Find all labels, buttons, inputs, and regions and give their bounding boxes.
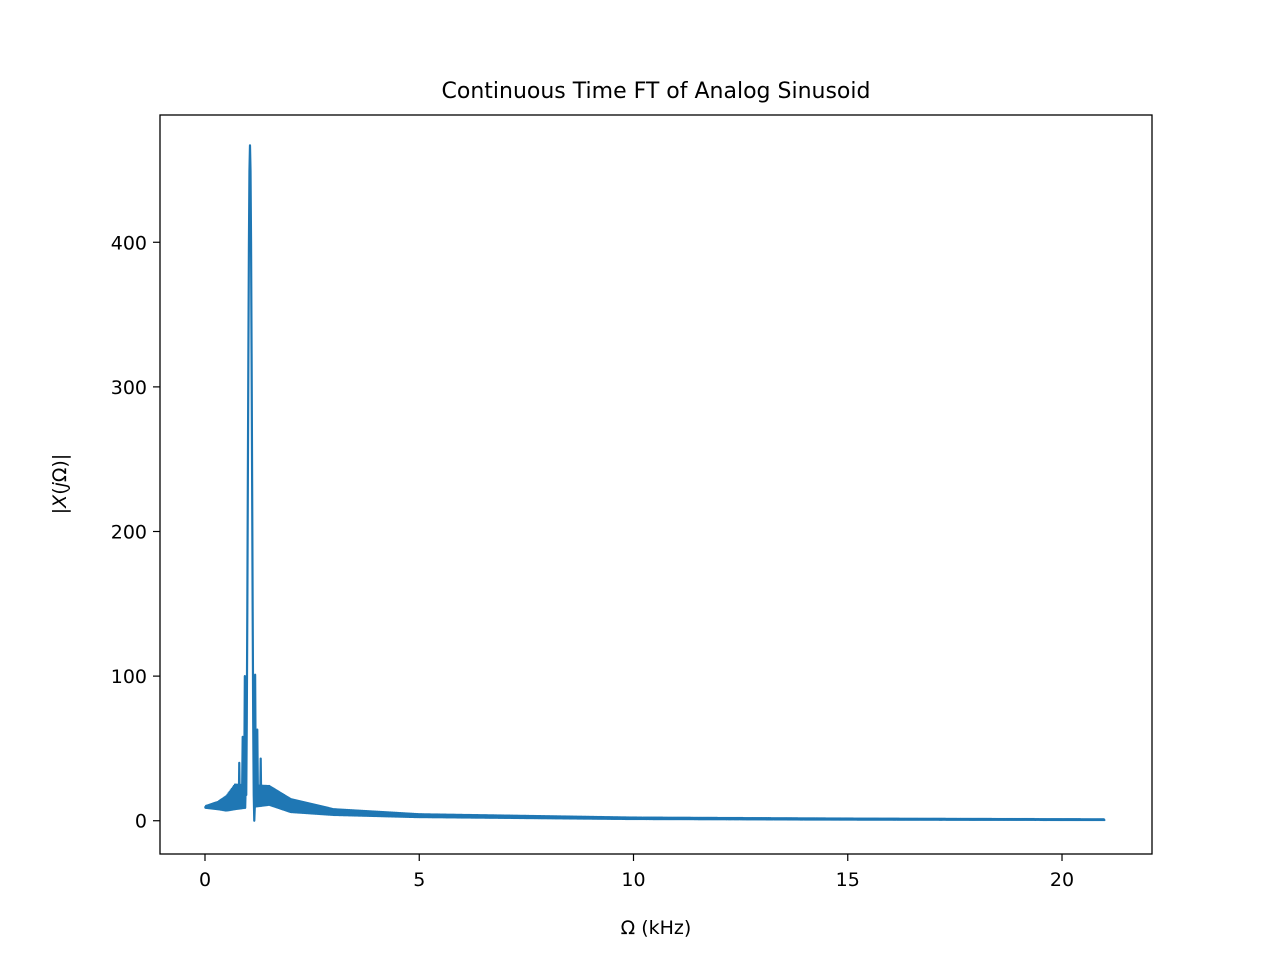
y-axis-label-part: | — [49, 508, 71, 514]
series-layer — [203, 144, 1106, 822]
y-tick-label: 400 — [111, 232, 147, 254]
y-tick-label: 300 — [111, 377, 147, 399]
x-tick-label: 0 — [199, 869, 211, 891]
axes-frame — [159, 114, 1153, 855]
x-tick-label: 15 — [836, 869, 860, 891]
y-axis-label-part: j — [49, 481, 71, 490]
y-axis-label-part: ( — [49, 487, 71, 494]
x-tick-label: 20 — [1050, 869, 1074, 891]
y-axis-ticks: 0 100 200 300 400 — [111, 232, 160, 833]
x-axis-label: Ω (kHz) — [621, 917, 692, 939]
y-axis-label-part: Ω)| — [49, 454, 71, 482]
y-axis-label-part: X — [49, 494, 71, 509]
x-tick-label: 10 — [621, 869, 645, 891]
x-tick-label: 5 — [413, 869, 425, 891]
y-tick-label: 200 — [111, 522, 147, 544]
chart-title: Continuous Time FT of Analog Sinusoid — [442, 79, 871, 104]
x-axis-ticks: 0 5 10 15 20 — [199, 854, 1074, 891]
y-axis-label: |X(jΩ)| — [49, 454, 71, 514]
y-tick-label: 100 — [111, 666, 147, 688]
plot-area — [160, 115, 1152, 854]
spectrum-line — [203, 144, 1106, 822]
y-tick-label: 0 — [135, 811, 147, 833]
